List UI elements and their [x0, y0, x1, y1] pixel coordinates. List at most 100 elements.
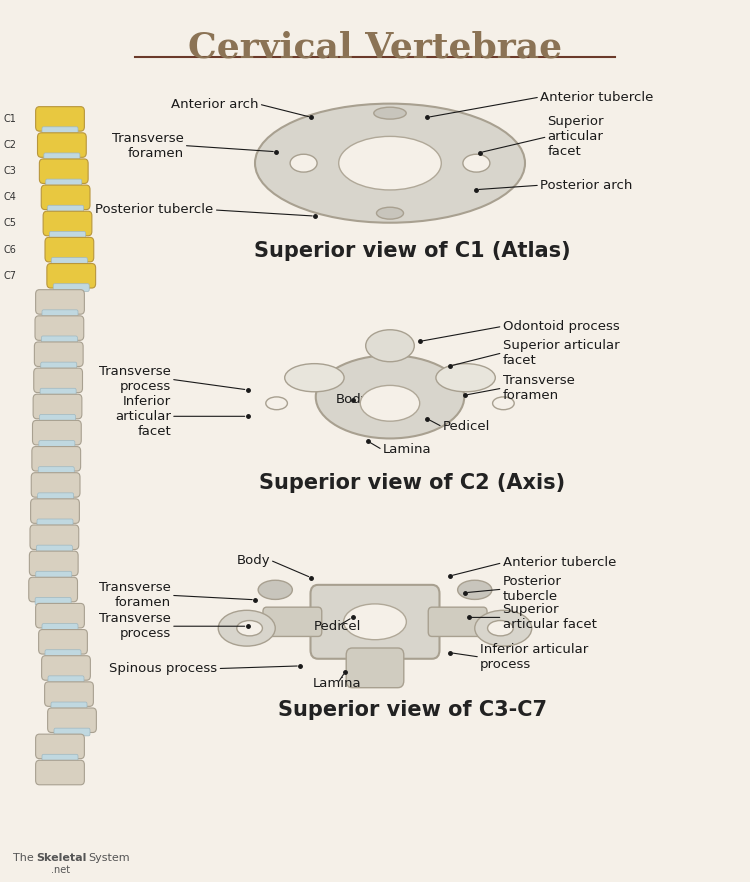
Text: Superior
articular facet: Superior articular facet — [503, 603, 596, 632]
Ellipse shape — [376, 207, 404, 219]
Text: C2: C2 — [4, 140, 16, 150]
Text: System: System — [88, 853, 130, 863]
FancyBboxPatch shape — [39, 630, 88, 654]
Ellipse shape — [218, 610, 275, 647]
FancyBboxPatch shape — [40, 388, 76, 396]
Text: Anterior tubercle: Anterior tubercle — [503, 557, 616, 569]
Text: Posterior arch: Posterior arch — [540, 179, 632, 191]
Ellipse shape — [488, 621, 513, 636]
Text: Pedicel: Pedicel — [314, 620, 362, 632]
FancyBboxPatch shape — [51, 258, 87, 265]
FancyBboxPatch shape — [35, 597, 71, 605]
FancyBboxPatch shape — [38, 467, 74, 475]
FancyBboxPatch shape — [51, 702, 87, 710]
Text: Transverse
process: Transverse process — [99, 365, 171, 393]
FancyBboxPatch shape — [36, 545, 72, 553]
FancyBboxPatch shape — [36, 289, 85, 314]
Text: Superior
articular
facet: Superior articular facet — [548, 116, 604, 158]
FancyBboxPatch shape — [42, 127, 78, 135]
Text: C6: C6 — [4, 244, 16, 255]
Text: Skeletal: Skeletal — [36, 853, 86, 863]
FancyBboxPatch shape — [47, 206, 83, 213]
FancyBboxPatch shape — [30, 525, 79, 549]
FancyBboxPatch shape — [48, 708, 96, 732]
FancyBboxPatch shape — [42, 310, 78, 318]
Text: .net: .net — [51, 865, 70, 875]
Text: C4: C4 — [4, 192, 16, 202]
Ellipse shape — [339, 137, 441, 190]
Text: Superior view of C3-C7: Superior view of C3-C7 — [278, 700, 547, 720]
Text: Superior view of C2 (Axis): Superior view of C2 (Axis) — [260, 474, 566, 493]
FancyBboxPatch shape — [34, 342, 83, 367]
Text: Lamina: Lamina — [382, 444, 431, 456]
Text: Transverse
foramen: Transverse foramen — [503, 374, 574, 402]
FancyBboxPatch shape — [40, 159, 88, 183]
FancyBboxPatch shape — [310, 585, 440, 659]
FancyBboxPatch shape — [45, 682, 93, 706]
Text: Cervical Vertebrae: Cervical Vertebrae — [188, 31, 562, 65]
Ellipse shape — [285, 363, 344, 392]
Ellipse shape — [493, 397, 514, 409]
FancyBboxPatch shape — [50, 231, 86, 239]
Ellipse shape — [237, 621, 262, 636]
FancyBboxPatch shape — [45, 237, 94, 262]
FancyBboxPatch shape — [46, 264, 96, 288]
FancyBboxPatch shape — [32, 473, 80, 497]
Text: Posterior
tubercle: Posterior tubercle — [503, 575, 561, 603]
FancyBboxPatch shape — [36, 603, 85, 628]
FancyBboxPatch shape — [28, 577, 77, 602]
Text: Odontoid process: Odontoid process — [503, 320, 620, 333]
FancyBboxPatch shape — [33, 394, 82, 419]
FancyBboxPatch shape — [44, 153, 80, 161]
FancyBboxPatch shape — [39, 441, 75, 448]
FancyBboxPatch shape — [48, 676, 84, 684]
Text: Inferior
articular
facet: Inferior articular facet — [116, 395, 171, 437]
Text: Superior view of C1 (Atlas): Superior view of C1 (Atlas) — [254, 242, 571, 261]
FancyBboxPatch shape — [40, 415, 76, 422]
Ellipse shape — [360, 385, 420, 422]
Text: C1: C1 — [4, 114, 16, 123]
FancyBboxPatch shape — [428, 607, 487, 637]
FancyBboxPatch shape — [42, 624, 78, 632]
Text: Body: Body — [336, 393, 369, 406]
Text: Spinous process: Spinous process — [110, 662, 218, 675]
Ellipse shape — [463, 154, 490, 172]
Text: Lamina: Lamina — [314, 677, 362, 690]
FancyBboxPatch shape — [36, 760, 85, 785]
FancyBboxPatch shape — [46, 179, 82, 187]
Ellipse shape — [458, 580, 492, 600]
Ellipse shape — [255, 104, 525, 223]
FancyBboxPatch shape — [29, 551, 78, 576]
FancyBboxPatch shape — [45, 650, 81, 657]
Text: C3: C3 — [4, 166, 16, 176]
Text: Posterior tubercle: Posterior tubercle — [95, 204, 214, 216]
FancyBboxPatch shape — [36, 734, 85, 759]
FancyBboxPatch shape — [41, 336, 77, 344]
FancyBboxPatch shape — [36, 107, 85, 131]
Ellipse shape — [436, 363, 495, 392]
FancyBboxPatch shape — [32, 421, 81, 445]
Ellipse shape — [366, 330, 414, 362]
Ellipse shape — [316, 355, 464, 438]
Ellipse shape — [475, 610, 532, 647]
FancyBboxPatch shape — [36, 572, 72, 579]
FancyBboxPatch shape — [35, 316, 84, 340]
FancyBboxPatch shape — [34, 368, 82, 392]
Text: C5: C5 — [4, 219, 16, 228]
FancyBboxPatch shape — [37, 519, 73, 527]
Ellipse shape — [344, 604, 406, 639]
FancyBboxPatch shape — [54, 729, 90, 736]
FancyBboxPatch shape — [38, 133, 86, 157]
FancyBboxPatch shape — [41, 185, 90, 210]
Text: Transverse
foramen: Transverse foramen — [112, 131, 184, 160]
FancyBboxPatch shape — [53, 284, 89, 291]
FancyBboxPatch shape — [346, 648, 404, 688]
Ellipse shape — [290, 154, 317, 172]
Text: Anterior arch: Anterior arch — [171, 98, 259, 110]
Ellipse shape — [374, 108, 406, 119]
FancyBboxPatch shape — [38, 493, 74, 501]
Text: The: The — [13, 853, 34, 863]
Text: Transverse
foramen: Transverse foramen — [99, 581, 171, 609]
Text: Superior articular
facet: Superior articular facet — [503, 339, 620, 367]
FancyBboxPatch shape — [40, 363, 76, 370]
